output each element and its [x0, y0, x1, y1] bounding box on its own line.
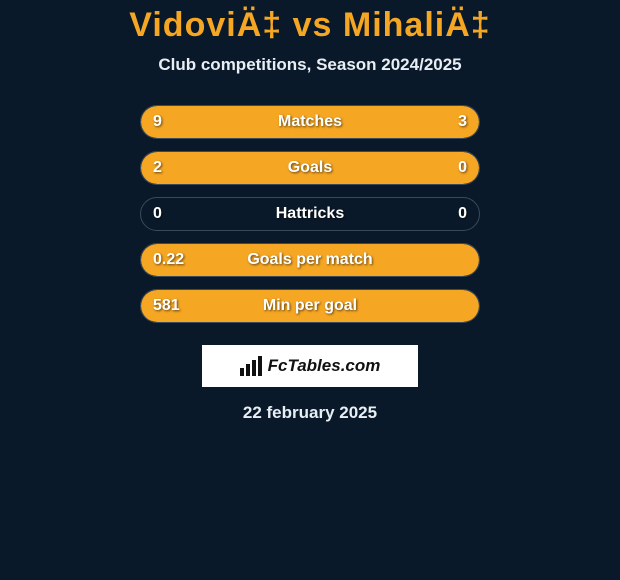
stat-rows: 9 Matches 3 2 Goals 0 0 Hattricks 0 0.22 Goals per… — [140, 105, 480, 335]
stat-value-left: 9 — [153, 113, 162, 131]
stat-label: Min per goal — [263, 297, 357, 315]
stat-bar: 0 Hattricks 0 — [140, 197, 480, 231]
stat-label: Goals — [288, 159, 332, 177]
bar-fill-left — [141, 106, 395, 138]
stat-value-right: 0 — [458, 159, 467, 177]
stat-label: Hattricks — [276, 205, 344, 223]
stat-label: Goals per match — [247, 251, 372, 269]
stat-bar: 0.22 Goals per match — [140, 243, 480, 277]
page-title: VidoviÄ‡ vs MihaliÄ‡ — [129, 6, 490, 45]
stat-value-right: 0 — [458, 205, 467, 223]
source-logo: FcTables.com — [202, 345, 418, 387]
stat-row: 0 Hattricks 0 — [140, 197, 480, 231]
comparison-infographic: VidoviÄ‡ vs MihaliÄ‡ Club competitions, … — [0, 0, 620, 423]
snapshot-date: 22 february 2025 — [243, 403, 377, 423]
stat-value-left: 581 — [153, 297, 180, 315]
stat-value-right: 3 — [458, 113, 467, 131]
page-subtitle: Club competitions, Season 2024/2025 — [158, 55, 461, 75]
stat-bar: 9 Matches 3 — [140, 105, 480, 139]
stat-label: Matches — [278, 113, 342, 131]
bar-fill-right — [405, 152, 479, 184]
stat-row: 2 Goals 0 — [140, 151, 480, 185]
stat-value-left: 0 — [153, 205, 162, 223]
stat-row: 9 Matches 3 — [140, 105, 480, 139]
stat-value-left: 2 — [153, 159, 162, 177]
source-logo-text: FcTables.com — [268, 356, 381, 376]
stat-value-left: 0.22 — [153, 251, 184, 269]
stat-bar: 581 Min per goal — [140, 289, 480, 323]
stat-bar: 2 Goals 0 — [140, 151, 480, 185]
stat-row: 581 Min per goal — [140, 289, 480, 323]
chart-bars-icon — [240, 356, 264, 376]
bar-fill-left — [141, 152, 405, 184]
stat-row: 0.22 Goals per match — [140, 243, 480, 277]
